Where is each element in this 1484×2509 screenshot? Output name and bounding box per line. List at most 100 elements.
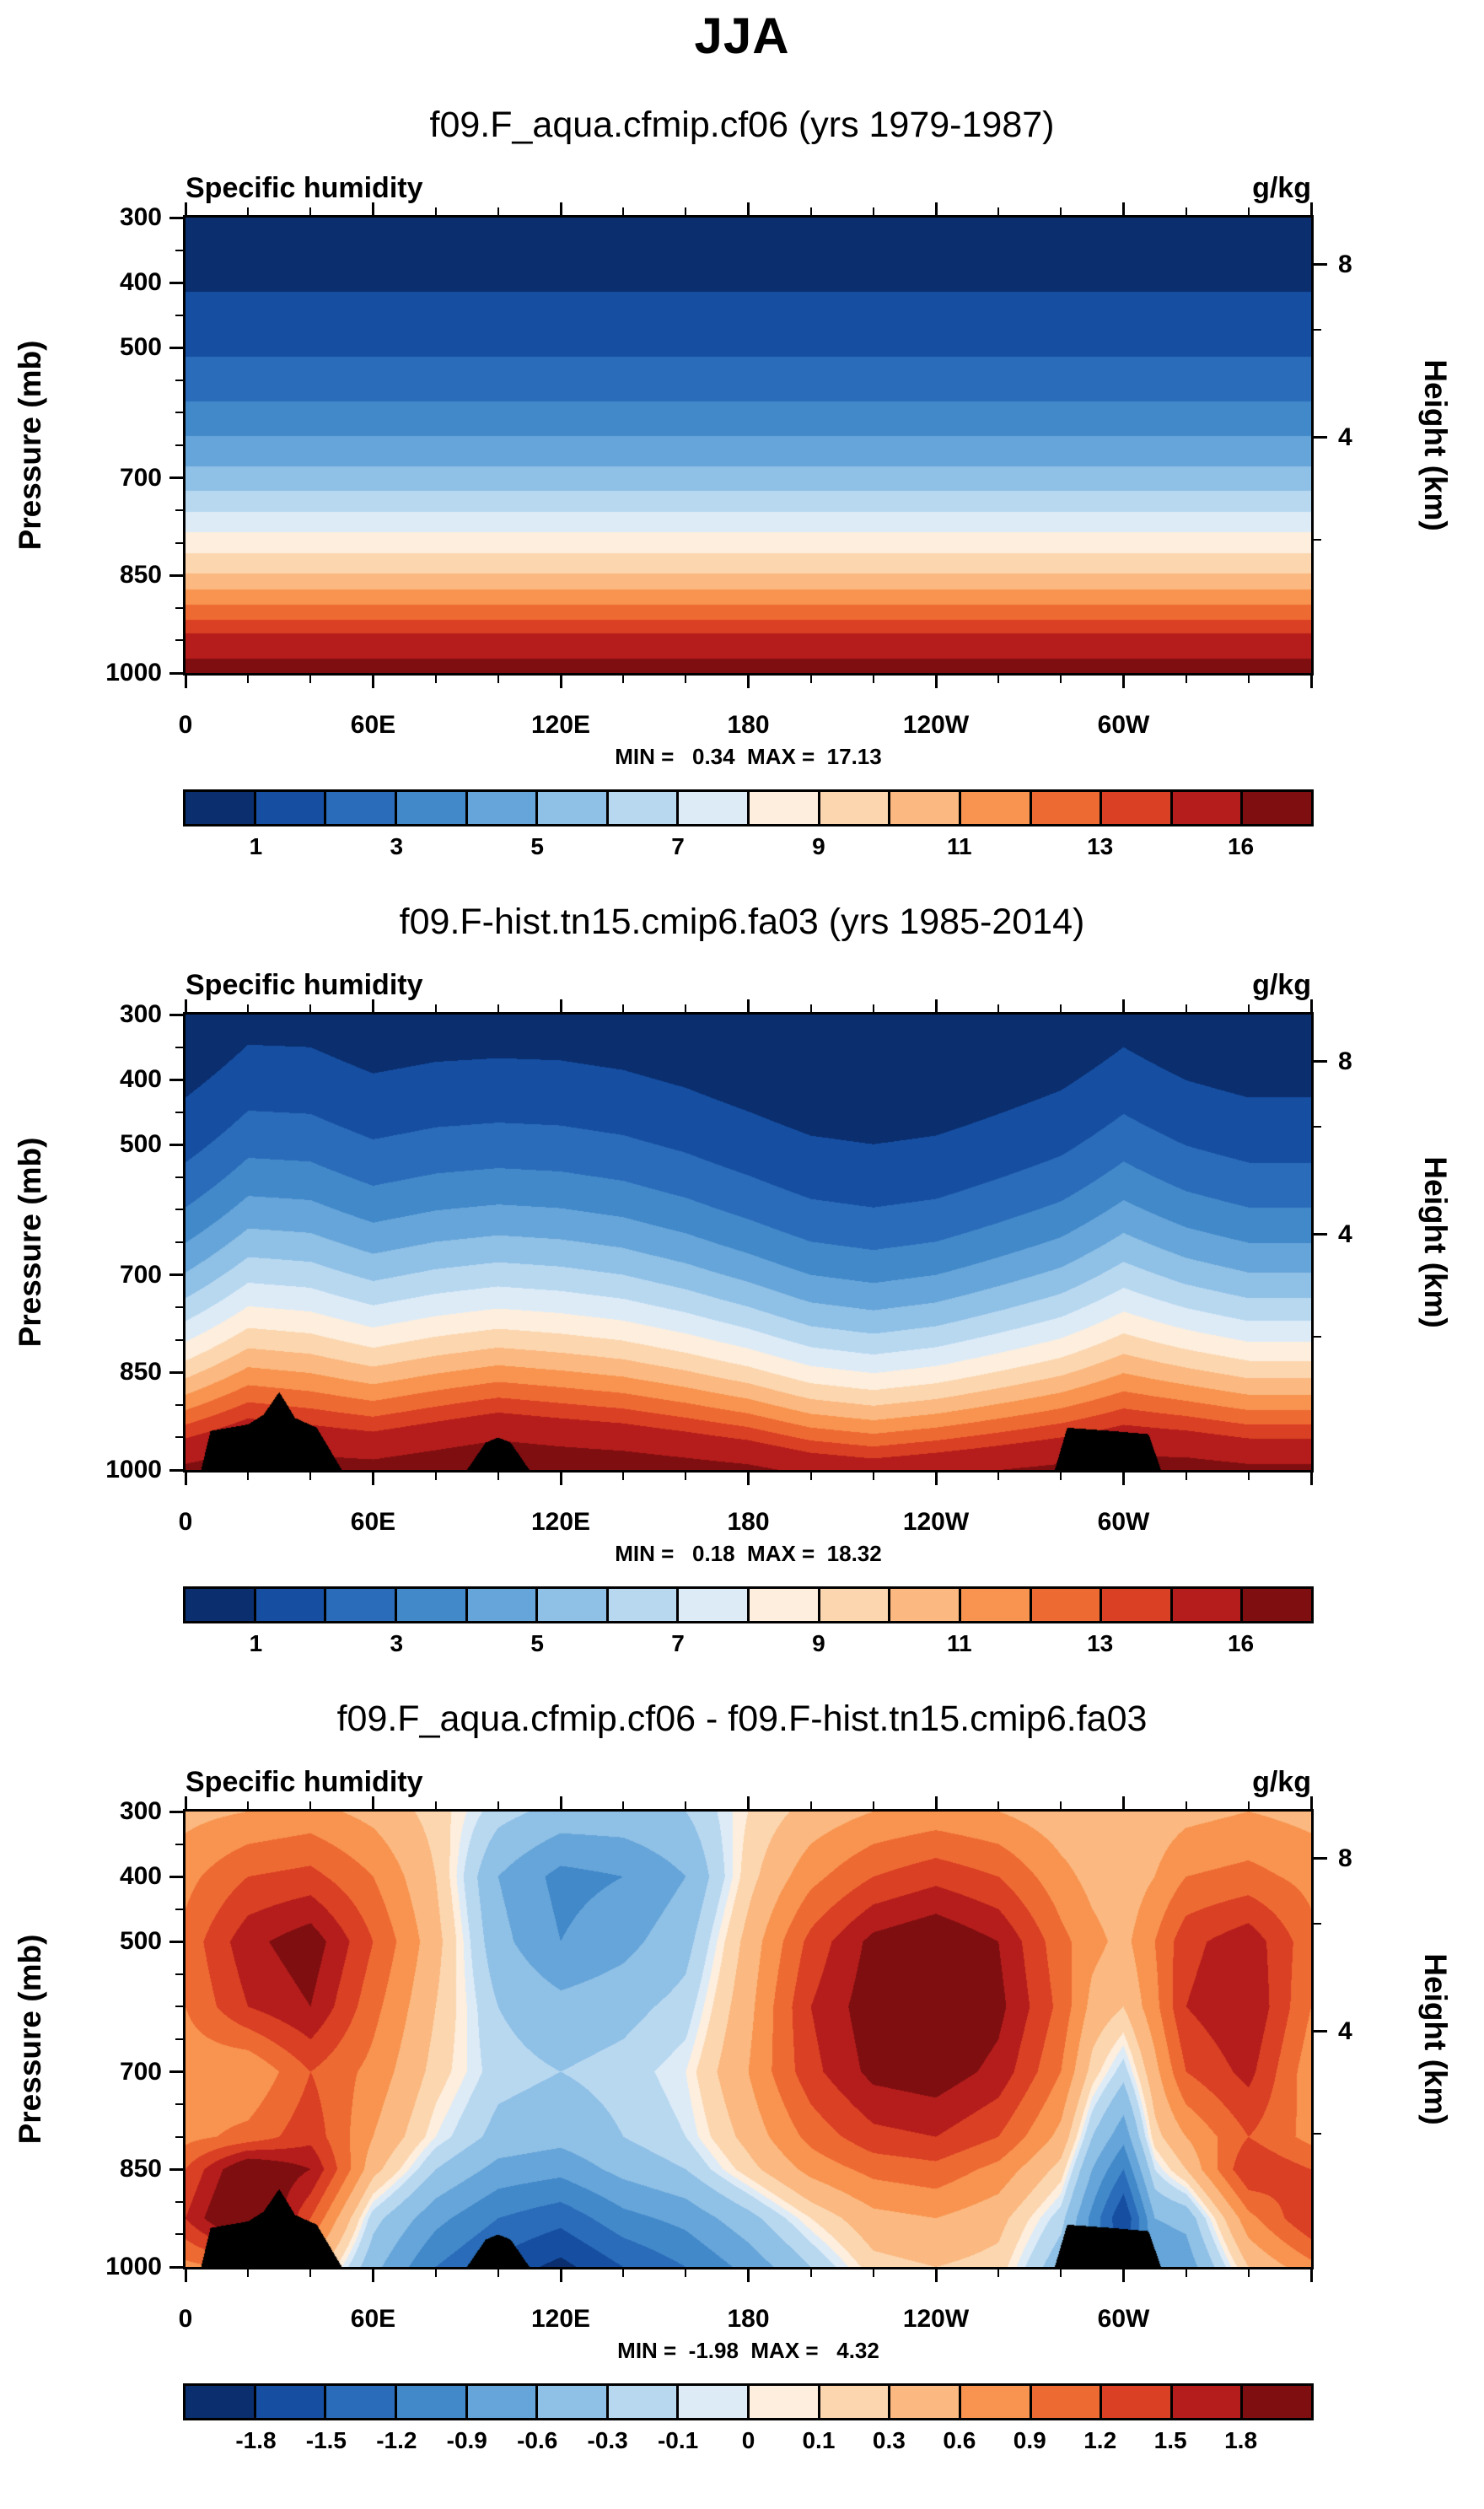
pressure-minor-tick (175, 1046, 183, 1048)
figure-title: JJA (694, 8, 790, 64)
lon-tick-bottom (1060, 1473, 1062, 1480)
colorbar-cell (396, 792, 468, 824)
height-axis-label: Height (km) (1418, 1156, 1453, 1328)
lon-tick-top (372, 1796, 374, 1809)
lon-tick-top (1122, 202, 1125, 215)
field-label: Specific humidity (186, 969, 423, 1001)
lon-tick-bottom (1309, 1473, 1313, 1485)
lon-tick-bottom (622, 676, 625, 683)
pressure-minor-tick (175, 412, 183, 414)
lon-tick-top (1247, 1004, 1250, 1012)
colorbar-cell (820, 2386, 891, 2418)
lon-tick-top (997, 207, 1000, 215)
lon-tick-top (809, 207, 812, 215)
pressure-tick (169, 1013, 183, 1016)
contour-field-canvas (186, 1015, 1311, 1470)
lon-tick-top (247, 1801, 250, 1809)
lon-tick-top (622, 207, 625, 215)
pressure-tick (169, 2265, 183, 2269)
height-axis-label: Height (km) (1418, 1953, 1453, 2125)
colorbar-cell (608, 1589, 680, 1621)
pressure-minor-tick (175, 314, 183, 316)
colorbar-tick-label: 0.9 (1013, 2427, 1046, 2453)
pressure-tick-label: 700 (119, 463, 162, 492)
colorbar-tick-label: 13 (1087, 833, 1114, 859)
lon-tick-bottom (309, 2269, 312, 2277)
pressure-tick-label: 300 (119, 203, 162, 231)
colorbar-cell (538, 2386, 609, 2418)
height-minor-tick (1314, 1125, 1321, 1128)
lon-tick-bottom (685, 1473, 687, 1480)
lon-tick-bottom (247, 676, 250, 683)
lon-tick-bottom (1247, 676, 1250, 683)
lon-tick-top (1185, 207, 1187, 215)
field-label: Specific humidity (186, 172, 423, 204)
lon-tick-label: 60E (350, 1508, 396, 1536)
lon-tick-bottom (372, 1473, 374, 1485)
pressure-minor-tick (175, 639, 183, 642)
colorbar-tick-label: 5 (530, 1630, 544, 1656)
height-minor-tick (1314, 328, 1321, 331)
colorbar-tick-label: 0 (741, 2427, 755, 2453)
lon-tick-bottom (997, 1473, 1000, 1480)
lon-tick-bottom (434, 2269, 437, 2277)
colorbar-cell (396, 2386, 468, 2418)
lon-tick-bottom (1247, 1473, 1250, 1480)
lon-tick-bottom (372, 676, 374, 688)
colorbar-tick-label: -0.1 (657, 2427, 699, 2453)
colorbar-cell (820, 792, 891, 824)
height-tick (1314, 1060, 1327, 1063)
pressure-minor-tick (175, 1176, 183, 1178)
height-tick (1314, 1857, 1327, 1860)
pressure-minor-tick (175, 606, 183, 609)
lon-tick-bottom (1060, 2269, 1062, 2277)
lon-tick-top (434, 1801, 437, 1809)
pressure-minor-tick (175, 1843, 183, 1845)
colorbar-cell (608, 2386, 680, 2418)
lon-tick-top (809, 1801, 812, 1809)
pressure-minor-tick (175, 1209, 183, 1211)
colorbar-cell (467, 2386, 539, 2418)
pressure-tick (169, 2070, 183, 2074)
lon-tick-top (1247, 207, 1250, 215)
pressure-tick (169, 573, 183, 577)
pressure-tick (169, 1143, 183, 1146)
lon-tick-top (309, 207, 312, 215)
colorbar-cell (538, 792, 609, 824)
lon-tick-bottom (1309, 2269, 1313, 2282)
lon-tick-label: 180 (727, 711, 770, 739)
lon-tick-top (622, 1004, 625, 1012)
lon-tick-top (872, 1004, 874, 1012)
lon-tick-top (747, 999, 750, 1012)
lon-tick-top (1309, 202, 1313, 215)
lon-tick-bottom (622, 1473, 625, 1480)
lon-tick-label: 0 (178, 1508, 193, 1536)
units-label: g/kg (1252, 1766, 1311, 1798)
lon-tick-top (1309, 999, 1313, 1012)
colorbar-cell (255, 2386, 327, 2418)
lon-tick-top (747, 202, 750, 215)
lon-tick-top (247, 1004, 250, 1012)
pressure-minor-tick (175, 509, 183, 512)
lon-tick-bottom (809, 1473, 812, 1480)
pressure-tick-label: 500 (119, 333, 162, 362)
lon-tick-bottom (309, 1473, 312, 1480)
lon-tick-bottom (559, 1473, 562, 1485)
lon-tick-bottom (997, 676, 1000, 683)
colorbar-tick-label: 1.8 (1224, 2427, 1258, 2453)
lon-tick-top (934, 202, 938, 215)
lon-tick-label: 120E (530, 711, 591, 739)
pressure-tick (169, 1468, 183, 1472)
colorbar-cell (960, 2386, 1032, 2418)
pressure-tick (169, 671, 183, 675)
panel-title: f09.F_aqua.cfmip.cf06 (yrs 1979-1987) (429, 105, 1055, 145)
lon-tick-top (1185, 1801, 1187, 1809)
pressure-tick-label: 400 (119, 268, 162, 297)
colorbar-tick-label: 5 (530, 833, 544, 859)
lon-tick-top (1185, 1004, 1187, 1012)
contour-field-canvas (186, 218, 1311, 673)
lon-tick-bottom (872, 2269, 874, 2277)
lon-tick-bottom (1122, 2269, 1125, 2282)
colorbar-cell (1031, 2386, 1103, 2418)
pressure-minor-tick (175, 1306, 183, 1309)
